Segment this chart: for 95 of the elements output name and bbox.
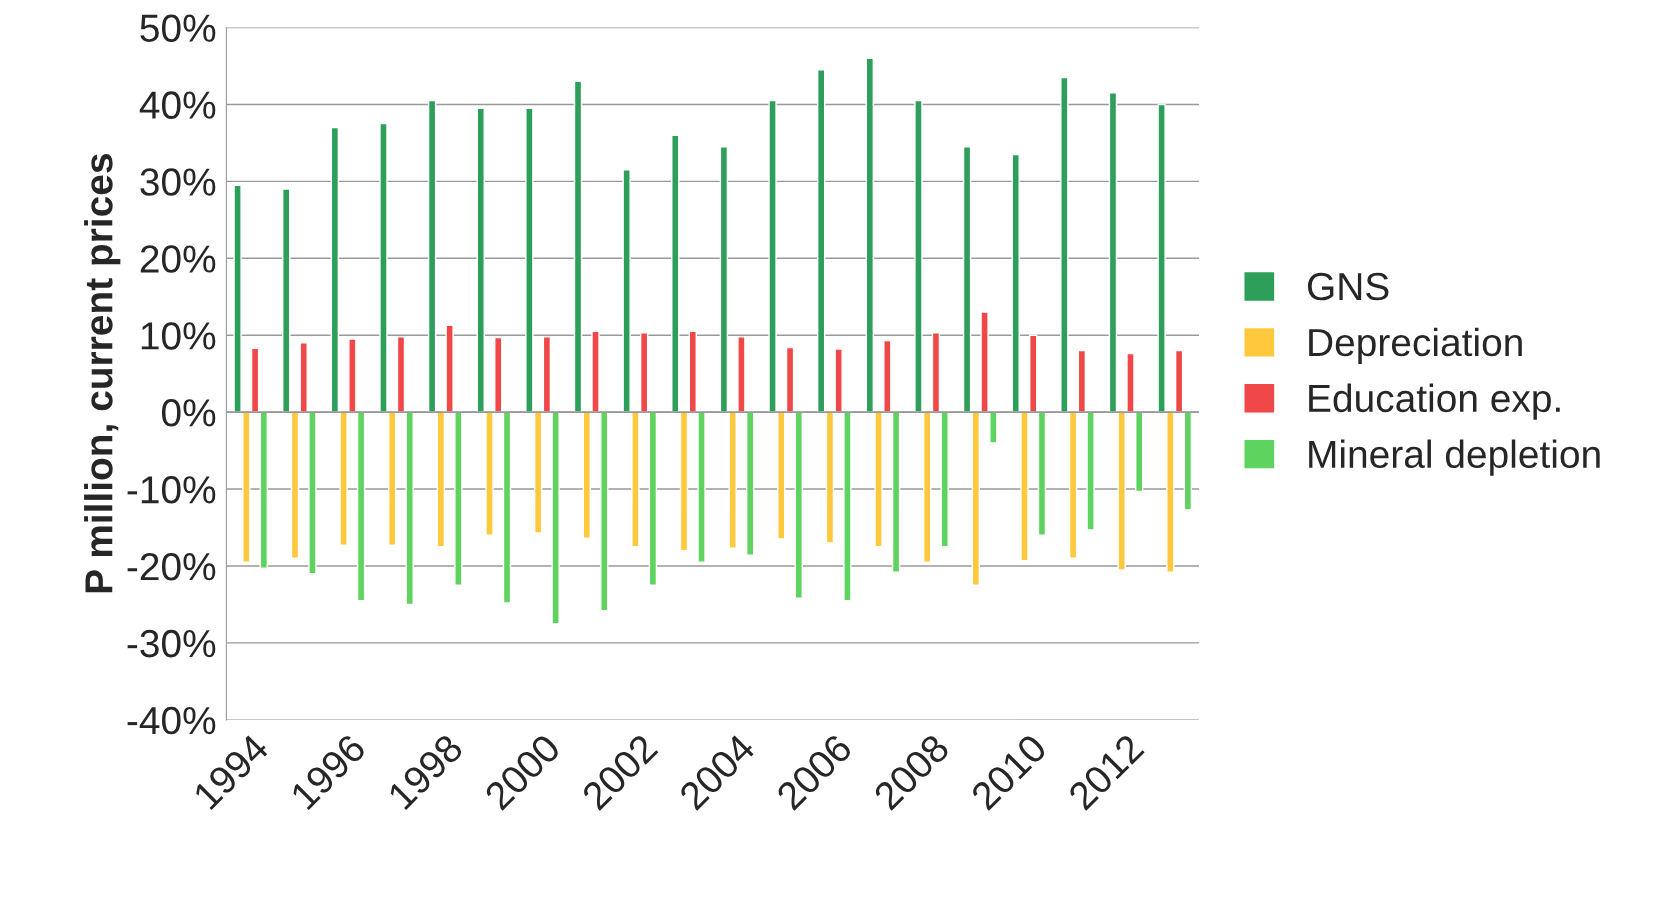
bar: [339, 411, 348, 546]
bar: [250, 347, 260, 413]
bar: [697, 411, 706, 563]
y-tick-label: -40%: [127, 706, 216, 735]
bar: [1183, 411, 1193, 511]
bar: [1126, 352, 1135, 413]
bar: [1037, 411, 1047, 536]
bar: [233, 184, 242, 413]
bar: [768, 99, 777, 413]
bar: [1135, 411, 1144, 493]
bar: [379, 122, 388, 413]
bar: [679, 411, 689, 552]
bar: [639, 332, 649, 413]
bar: [573, 80, 583, 413]
bar: [242, 411, 251, 563]
bar: [816, 69, 826, 413]
legend-label: Education exp.: [1309, 383, 1560, 420]
bar: [1077, 349, 1087, 413]
y-tick-label: 30%: [140, 168, 216, 196]
bar: [591, 330, 600, 413]
bar: [308, 411, 317, 575]
bar: [600, 411, 609, 612]
bar: [728, 411, 737, 549]
bar: [940, 411, 949, 548]
bar: [1060, 76, 1069, 413]
bar: [436, 411, 446, 548]
bar: [671, 134, 680, 413]
legend-label: GNS: [1307, 272, 1389, 301]
bar: [1117, 411, 1126, 571]
bar: [631, 411, 640, 548]
bar: [989, 411, 998, 444]
y-tick-label: 50%: [140, 14, 216, 42]
bar: [582, 411, 591, 539]
y-tick-label: 0%: [161, 399, 216, 427]
bar: [282, 188, 291, 413]
bar: [1157, 103, 1166, 413]
bar: [962, 146, 972, 413]
bar: [494, 336, 503, 413]
bar: [1166, 411, 1175, 573]
y-tick-label: -20%: [127, 552, 216, 581]
y-tick-label: 20%: [140, 245, 216, 273]
bar: [1086, 411, 1095, 531]
bar: [622, 169, 631, 413]
bar: [405, 411, 414, 606]
bar: [1011, 153, 1020, 413]
bar: [502, 411, 512, 604]
bar: [648, 411, 658, 586]
bar: [445, 324, 454, 413]
bar: [794, 411, 804, 599]
bar: [785, 346, 795, 413]
bar: [891, 411, 901, 573]
bar: [427, 99, 437, 413]
bar: [777, 411, 786, 540]
bar: [476, 107, 485, 413]
bar: [1174, 349, 1184, 413]
y-tick-label: 40%: [139, 91, 216, 119]
bar: [688, 330, 697, 413]
bar: [980, 311, 989, 413]
legend-label: Depreciation: [1309, 327, 1522, 364]
bar: [825, 411, 835, 544]
bar: [922, 411, 932, 563]
bar: [834, 348, 843, 413]
bar: [330, 126, 340, 413]
bar: [931, 332, 941, 413]
bar: [745, 411, 755, 556]
bar: [874, 411, 883, 548]
bar: [259, 411, 269, 569]
bar: [1029, 334, 1038, 413]
bar: [454, 411, 463, 586]
bar: [914, 99, 923, 413]
y-tick-label: -30%: [127, 629, 216, 658]
bar: [525, 107, 534, 413]
y-tick-label: 10%: [141, 322, 216, 350]
bar: [348, 338, 357, 413]
bar: [299, 342, 308, 413]
bar: [843, 411, 852, 602]
bar: [290, 411, 300, 559]
bar: [865, 57, 875, 413]
bar: [551, 411, 560, 625]
bar: [542, 336, 552, 413]
legend-label: Mineral depletion: [1309, 439, 1600, 476]
y-axis-title: P million, current prices: [84, 154, 121, 593]
bar: [485, 411, 494, 536]
bar: [533, 411, 543, 534]
bar: [1020, 411, 1029, 562]
bar: [971, 411, 981, 586]
y-tick-label: -10%: [127, 476, 216, 504]
bar: [719, 146, 729, 413]
bar: [388, 411, 397, 546]
bar: [883, 339, 892, 413]
bar: [356, 411, 366, 602]
bar: [396, 336, 406, 413]
bar: [1108, 92, 1118, 413]
bar: [1068, 411, 1078, 559]
bar: [737, 336, 746, 413]
